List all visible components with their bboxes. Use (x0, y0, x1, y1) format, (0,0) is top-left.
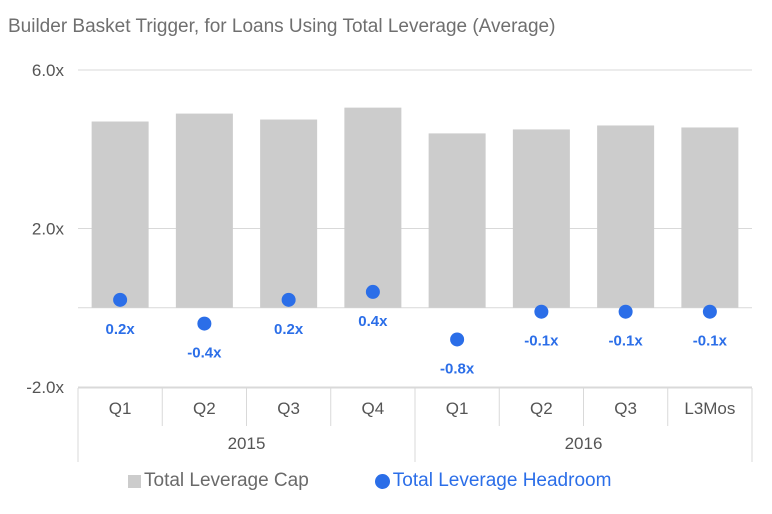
bar-total-leverage-cap (597, 125, 655, 308)
legend-swatch-bar (128, 474, 141, 488)
bar-total-leverage-cap (344, 107, 402, 308)
legend-swatch-dot (374, 473, 390, 489)
data-label-headroom: -0.4x (187, 345, 222, 362)
chart-title: Builder Basket Trigger, for Loans Using … (8, 16, 556, 37)
category-label: Q2 (193, 399, 216, 418)
bar-total-leverage-cap (175, 113, 233, 308)
data-label-headroom: 0.4x (358, 313, 388, 330)
data-label-headroom: -0.1x (609, 333, 644, 350)
category-label: Q4 (362, 399, 385, 418)
point-total-leverage-headroom (534, 304, 549, 319)
category-label: Q2 (530, 399, 553, 418)
y-tick-label: -2.0x (26, 378, 64, 397)
year-group-label: 2016 (565, 434, 603, 453)
bar-total-leverage-cap (681, 127, 739, 308)
year-group-label: 2015 (228, 434, 266, 453)
legend-item-dot: Total Leverage Headroom (309, 470, 612, 492)
bar-total-leverage-cap (91, 121, 149, 308)
point-total-leverage-headroom (702, 304, 717, 319)
point-total-leverage-headroom (618, 304, 633, 319)
category-label: Q1 (446, 399, 469, 418)
data-label-headroom: -0.1x (693, 333, 728, 350)
bar-total-leverage-cap (260, 119, 318, 308)
data-label-headroom: -0.8x (440, 360, 475, 377)
chart-legend: Total Leverage Cap Total Leverage Headro… (128, 470, 611, 492)
bar-total-leverage-cap (512, 129, 570, 308)
category-label: L3Mos (684, 399, 735, 418)
legend-label-dot: Total Leverage Headroom (392, 470, 612, 491)
category-label: Q3 (614, 399, 637, 418)
data-label-headroom: 0.2x (274, 321, 304, 338)
point-total-leverage-headroom (113, 292, 128, 307)
category-label: Q3 (277, 399, 300, 418)
data-label-headroom: -0.1x (524, 333, 559, 350)
data-label-headroom: 0.2x (106, 321, 136, 338)
point-total-leverage-headroom (450, 332, 465, 347)
bar-total-leverage-cap (428, 133, 486, 308)
point-total-leverage-headroom (281, 292, 296, 307)
y-tick-label: 6.0x (32, 61, 65, 80)
point-total-leverage-headroom (365, 284, 380, 299)
legend-label-bar: Total Leverage Cap (144, 470, 309, 491)
y-tick-label: 2.0x (32, 220, 65, 239)
legend-item-bar: Total Leverage Cap (128, 470, 309, 492)
category-label: Q1 (109, 399, 132, 418)
point-total-leverage-headroom (197, 316, 212, 331)
